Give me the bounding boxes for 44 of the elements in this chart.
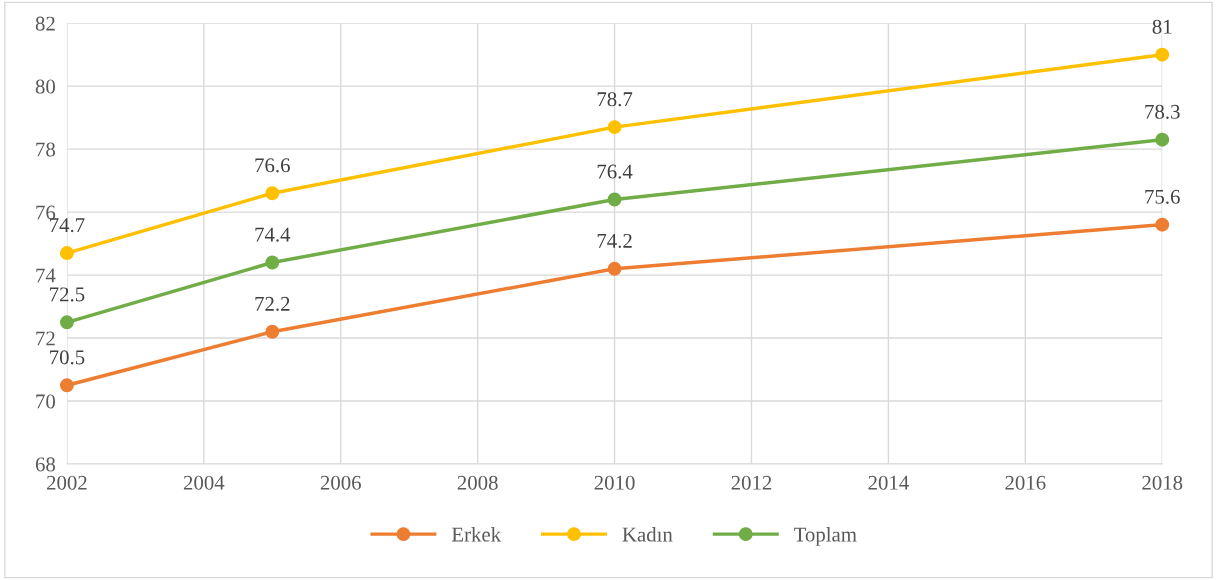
data-label: 72.5: [50, 287, 85, 302]
point: [607, 120, 622, 135]
data-label: 76.4: [597, 164, 633, 179]
data-label: 76.6: [255, 158, 290, 173]
x-tick-label: 2016: [1005, 475, 1046, 490]
x-tick-label: 2008: [457, 475, 498, 490]
point: [265, 324, 280, 339]
y-tick-label: 78: [36, 142, 56, 157]
data-label: 74.2: [597, 233, 632, 248]
y-tick-label: 70: [36, 394, 56, 409]
data-label: 74.4: [255, 227, 291, 242]
legend-label: Erkek: [451, 526, 502, 542]
data-label: 74.7: [50, 218, 85, 233]
x-tick-label: 2018: [1142, 475, 1183, 490]
data-label: 72.2: [255, 296, 290, 311]
point: [265, 186, 280, 201]
x-tick-label: 2006: [320, 475, 361, 490]
point: [607, 261, 622, 276]
y-tick-label: 76: [36, 205, 56, 220]
point: [1155, 217, 1170, 232]
point: [1155, 47, 1170, 62]
point: [265, 255, 280, 270]
x-tick-label: 2010: [594, 475, 635, 490]
y-tick-label: 72: [36, 331, 55, 346]
point: [1155, 132, 1170, 147]
point: [59, 378, 74, 393]
data-label: 78.7: [597, 92, 633, 107]
y-tick-label: 80: [35, 79, 56, 94]
data-label: 75.6: [1145, 189, 1180, 204]
x-tick-label: 2004: [183, 475, 225, 490]
y-tick-label: 82: [35, 16, 55, 31]
x-tick-label: 2012: [731, 475, 772, 490]
x-tick-label: 2002: [47, 475, 87, 490]
point: [59, 246, 74, 260]
point: [607, 192, 622, 207]
data-label: 78.3: [1145, 104, 1180, 119]
y-tick-label: 68: [35, 457, 56, 472]
data-label: 81: [1152, 19, 1172, 34]
data-label: 70.5: [50, 350, 85, 365]
x-tick-label: 2014: [868, 475, 909, 490]
point: [59, 315, 74, 330]
legend-label: Toplam: [794, 526, 857, 546]
y-tick-label: 74: [36, 268, 56, 283]
legend-label: Kadın: [622, 526, 673, 542]
